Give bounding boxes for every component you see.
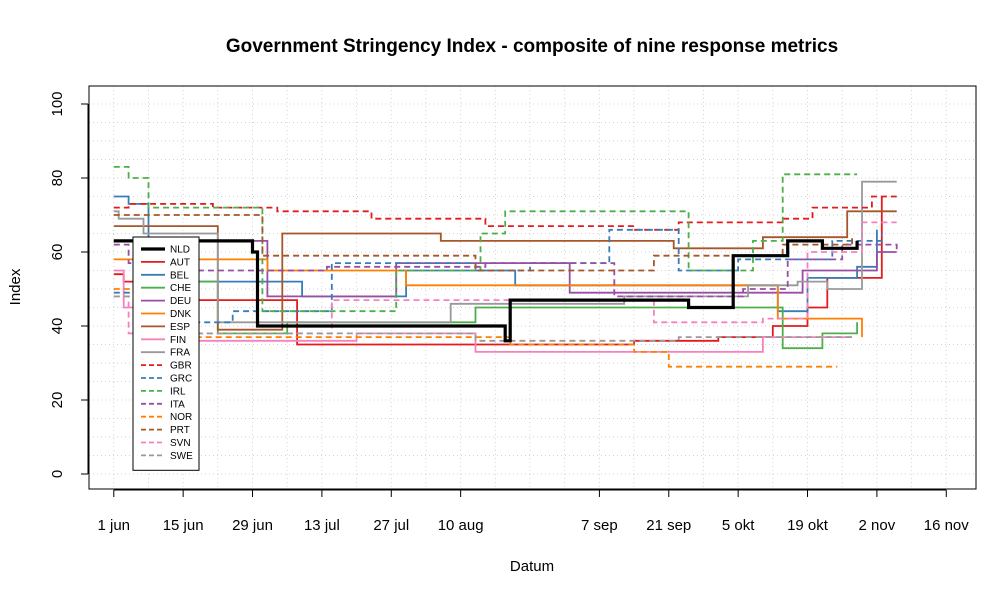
y-tick-label: 0 bbox=[49, 470, 66, 478]
series-line-dnk bbox=[113, 258, 863, 338]
series-line-prt bbox=[113, 214, 853, 272]
axes: 1 jun 15 jun 29 jun 13 jul 27 jul 10 aug 7 sep… bbox=[49, 91, 969, 534]
plot-frame bbox=[88, 85, 977, 490]
legend-box bbox=[132, 236, 200, 471]
y-tick-label: 80 bbox=[49, 170, 66, 187]
legend-label-prt: PRT bbox=[170, 425, 190, 436]
legend-label-esp: ESP bbox=[170, 322, 190, 333]
series-line-fra bbox=[113, 180, 897, 324]
x-tick-label: 19 okt bbox=[787, 517, 829, 534]
chart-title: Government Stringency Index - composite … bbox=[226, 36, 838, 57]
x-axis-label: Datum bbox=[510, 558, 554, 575]
y-axis-label: Index bbox=[7, 268, 24, 305]
x-tick-label: 10 aug bbox=[438, 517, 484, 534]
legend-label-gbr: GBR bbox=[170, 361, 192, 372]
y-tick-label: 60 bbox=[49, 244, 66, 261]
x-tick-label: 13 jul bbox=[304, 517, 340, 534]
legend-label-che: CHE bbox=[170, 283, 191, 294]
legend-label-deu: DEU bbox=[170, 296, 191, 307]
x-tick-label: 21 sep bbox=[646, 517, 691, 534]
x-tick-label: 5 okt bbox=[722, 517, 755, 534]
series-line-nor bbox=[113, 288, 838, 368]
y-tick-label: 40 bbox=[49, 318, 66, 335]
y-tick-label: 100 bbox=[49, 91, 66, 116]
series-line-irl bbox=[113, 166, 858, 313]
x-tick-label: 29 jun bbox=[232, 517, 273, 534]
legend-label-fra: FRA bbox=[170, 348, 190, 359]
series-line-ita bbox=[113, 243, 898, 298]
series-line-nld bbox=[113, 239, 859, 343]
legend-label-bel: BEL bbox=[170, 270, 189, 281]
x-tick-label: 27 jul bbox=[373, 517, 409, 534]
legend-label-nor: NOR bbox=[170, 412, 192, 423]
x-tick-label: 1 jun bbox=[98, 517, 131, 534]
series-line-esp bbox=[113, 210, 897, 331]
x-tick-label: 7 sep bbox=[581, 517, 618, 534]
legend-label-swe: SWE bbox=[170, 451, 193, 462]
series-line-gbr bbox=[113, 195, 897, 231]
series-line-swe bbox=[113, 295, 853, 342]
x-tick-label: 15 jun bbox=[163, 517, 204, 534]
legend-label-grc: GRC bbox=[170, 374, 192, 385]
legend-label-irl: IRL bbox=[170, 386, 186, 397]
legend-label-dnk: DNK bbox=[170, 309, 191, 320]
x-tick-label: 2 nov bbox=[859, 517, 896, 534]
legend-label-fin: FIN bbox=[170, 335, 186, 346]
legend-label-aut: AUT bbox=[170, 257, 190, 268]
legend-label-svn: SVN bbox=[170, 438, 191, 449]
legend-label-nld: NLD bbox=[170, 245, 190, 256]
x-tick-label: 16 nov bbox=[924, 517, 970, 534]
legend-label-ita: ITA bbox=[170, 399, 185, 410]
y-tick-label: 20 bbox=[49, 392, 66, 409]
